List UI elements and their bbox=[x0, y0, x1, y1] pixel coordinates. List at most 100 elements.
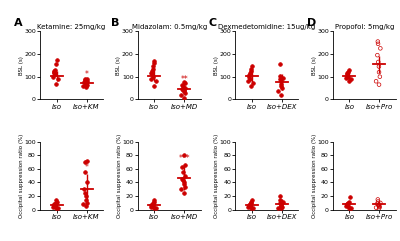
Point bbox=[181, 185, 188, 189]
Point bbox=[278, 206, 284, 210]
Point bbox=[179, 83, 186, 87]
Point bbox=[150, 206, 157, 210]
Point bbox=[248, 201, 254, 205]
Title: Dexmedetomidine: 15ug/kg: Dexmedetomidine: 15ug/kg bbox=[218, 24, 316, 30]
Point bbox=[279, 86, 285, 90]
Point bbox=[178, 93, 184, 97]
Title: Midazolam: 0.5mg/kg: Midazolam: 0.5mg/kg bbox=[132, 24, 207, 30]
Point bbox=[343, 202, 350, 206]
Point bbox=[55, 77, 61, 81]
Point bbox=[247, 77, 254, 81]
Text: *: * bbox=[84, 70, 88, 79]
Point bbox=[53, 206, 59, 210]
Point bbox=[249, 198, 255, 202]
Point bbox=[83, 198, 89, 202]
Point bbox=[248, 200, 254, 203]
Point bbox=[278, 93, 284, 97]
Point bbox=[83, 204, 89, 208]
Point bbox=[275, 89, 282, 93]
Point bbox=[150, 198, 157, 202]
Point bbox=[248, 67, 254, 71]
Point bbox=[377, 205, 383, 209]
Point bbox=[152, 79, 159, 83]
Point bbox=[377, 201, 384, 205]
Point bbox=[82, 160, 88, 164]
Point bbox=[345, 204, 351, 208]
Point bbox=[150, 204, 156, 208]
Point bbox=[80, 202, 86, 206]
Point bbox=[179, 87, 185, 90]
Point bbox=[148, 203, 154, 207]
Point bbox=[55, 206, 61, 210]
Point bbox=[248, 84, 254, 88]
Point bbox=[280, 76, 286, 80]
Point bbox=[249, 64, 255, 68]
Point bbox=[246, 203, 252, 207]
Point bbox=[181, 91, 188, 95]
Point bbox=[343, 204, 349, 208]
Point bbox=[348, 206, 354, 210]
Point bbox=[50, 205, 56, 209]
Point bbox=[375, 42, 381, 46]
Point bbox=[52, 201, 59, 205]
Y-axis label: BSL (s): BSL (s) bbox=[116, 56, 122, 75]
Point bbox=[376, 83, 382, 87]
Text: C: C bbox=[209, 18, 217, 28]
Text: A: A bbox=[14, 18, 22, 28]
Y-axis label: Occipital suppression ratio (%): Occipital suppression ratio (%) bbox=[312, 134, 317, 218]
Point bbox=[181, 80, 188, 84]
Point bbox=[81, 80, 88, 84]
Point bbox=[245, 205, 252, 209]
Point bbox=[52, 62, 59, 66]
Point bbox=[345, 70, 352, 74]
Point bbox=[83, 194, 89, 198]
Point bbox=[344, 71, 350, 75]
Point bbox=[182, 81, 188, 85]
Point bbox=[148, 204, 155, 208]
Point bbox=[84, 181, 90, 184]
Point bbox=[344, 74, 350, 78]
Point bbox=[346, 206, 352, 210]
Point bbox=[83, 81, 89, 85]
Point bbox=[277, 198, 284, 202]
Point bbox=[82, 81, 88, 85]
Point bbox=[180, 89, 187, 93]
Point bbox=[345, 75, 351, 79]
Text: *: * bbox=[84, 163, 88, 172]
Point bbox=[51, 69, 58, 73]
Point bbox=[54, 200, 60, 203]
Point bbox=[376, 65, 382, 68]
Point bbox=[152, 206, 159, 210]
Text: ***: *** bbox=[178, 154, 190, 163]
Title: Propofol: 5mg/kg: Propofol: 5mg/kg bbox=[335, 24, 394, 30]
Point bbox=[84, 77, 90, 80]
Point bbox=[182, 163, 188, 167]
Point bbox=[246, 202, 253, 206]
Point bbox=[149, 203, 155, 207]
Text: **: ** bbox=[180, 75, 188, 84]
Point bbox=[180, 88, 187, 92]
Point bbox=[84, 201, 90, 205]
Point bbox=[80, 84, 86, 88]
Point bbox=[83, 85, 89, 89]
Point bbox=[180, 191, 187, 194]
Point bbox=[50, 70, 57, 74]
Point bbox=[375, 60, 382, 64]
Point bbox=[180, 181, 187, 184]
Point bbox=[278, 204, 284, 208]
Point bbox=[277, 74, 284, 78]
Y-axis label: Occipital suppression ratio (%): Occipital suppression ratio (%) bbox=[19, 134, 24, 218]
Point bbox=[343, 76, 349, 80]
Point bbox=[344, 203, 350, 207]
Point bbox=[375, 40, 381, 43]
Point bbox=[246, 204, 252, 208]
Point bbox=[52, 68, 58, 72]
Point bbox=[375, 203, 382, 207]
Point bbox=[343, 73, 350, 76]
Point bbox=[147, 205, 154, 209]
Y-axis label: BSL (s): BSL (s) bbox=[19, 56, 24, 75]
Point bbox=[82, 77, 88, 81]
Point bbox=[246, 75, 252, 79]
Point bbox=[180, 88, 186, 92]
Text: D: D bbox=[306, 18, 316, 28]
